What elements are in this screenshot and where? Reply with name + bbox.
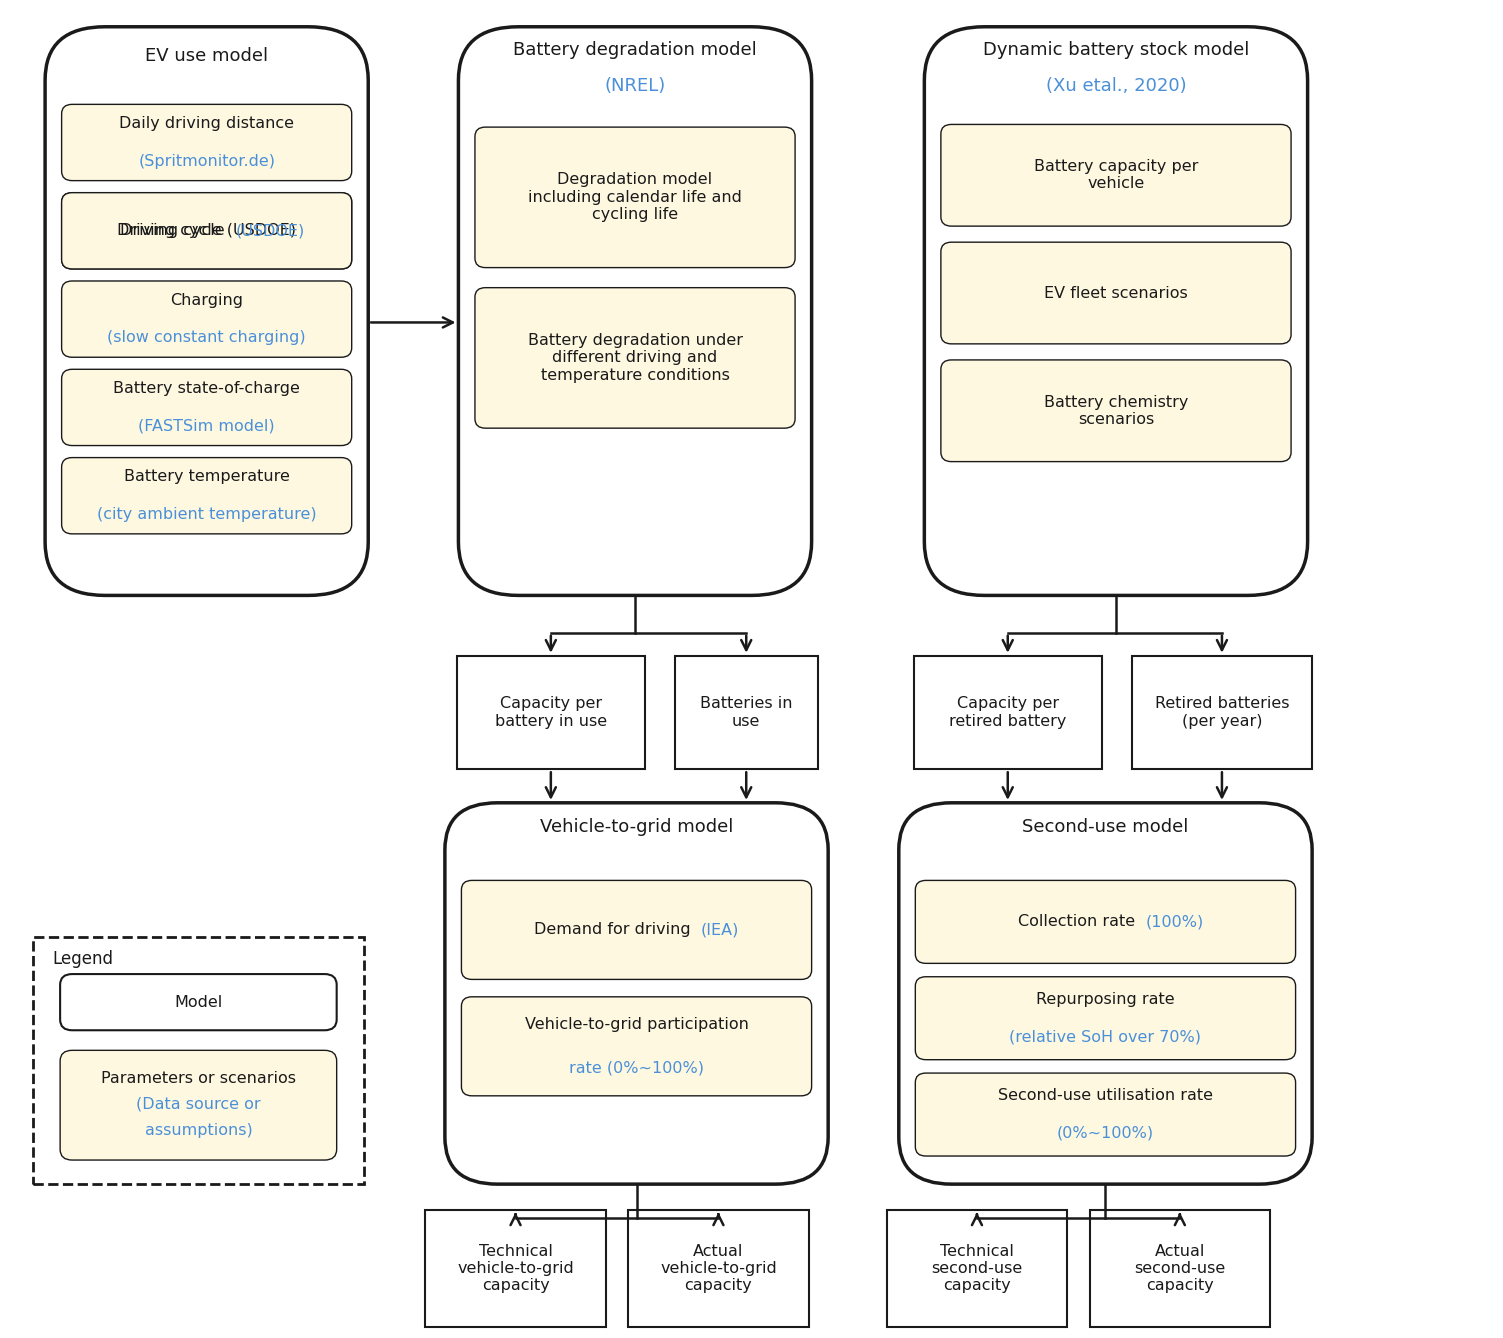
FancyBboxPatch shape (914, 656, 1102, 769)
Text: (Xu etal., 2020): (Xu etal., 2020) (1046, 76, 1186, 95)
Text: (Spritmonitor.de): (Spritmonitor.de) (138, 154, 275, 169)
Text: (city ambient temperature): (city ambient temperature) (96, 507, 317, 522)
Text: Driving cycle (USDOE): Driving cycle (USDOE) (117, 223, 296, 238)
Text: Actual
vehicle-to-grid
capacity: Actual vehicle-to-grid capacity (660, 1243, 777, 1294)
Text: Capacity per
retired battery: Capacity per retired battery (948, 696, 1067, 729)
FancyBboxPatch shape (33, 937, 364, 1184)
Text: Model: Model (174, 994, 222, 1010)
FancyBboxPatch shape (941, 360, 1291, 462)
Text: (FASTSim model): (FASTSim model) (138, 419, 275, 434)
FancyBboxPatch shape (60, 1050, 337, 1160)
Text: Legend: Legend (53, 950, 114, 967)
FancyBboxPatch shape (461, 880, 812, 979)
Text: Batteries in
use: Batteries in use (700, 696, 792, 729)
FancyBboxPatch shape (941, 242, 1291, 344)
FancyBboxPatch shape (62, 458, 352, 534)
FancyBboxPatch shape (1132, 656, 1312, 769)
Text: Capacity per
battery in use: Capacity per battery in use (494, 696, 607, 729)
Text: Degradation model
including calendar life and
cycling life: Degradation model including calendar lif… (528, 173, 742, 222)
FancyBboxPatch shape (1090, 1210, 1270, 1327)
FancyBboxPatch shape (941, 124, 1291, 226)
FancyBboxPatch shape (475, 127, 795, 268)
Text: Collection rate: Collection rate (1018, 914, 1141, 930)
Text: Vehicle-to-grid model: Vehicle-to-grid model (540, 818, 733, 836)
Text: (IEA): (IEA) (700, 922, 738, 938)
Text: EV fleet scenarios: EV fleet scenarios (1045, 285, 1187, 301)
Text: (relative SoH over 70%): (relative SoH over 70%) (1010, 1029, 1201, 1045)
Text: Technical
vehicle-to-grid
capacity: Technical vehicle-to-grid capacity (457, 1243, 574, 1294)
Text: Driving cycle (USDOE): Driving cycle (USDOE) (117, 223, 296, 238)
Text: (Data source or: (Data source or (137, 1096, 260, 1112)
Text: Battery temperature: Battery temperature (123, 470, 290, 484)
FancyBboxPatch shape (62, 193, 352, 269)
Text: (NREL): (NREL) (604, 76, 666, 95)
Text: (slow constant charging): (slow constant charging) (107, 330, 307, 345)
Text: assumptions): assumptions) (144, 1123, 253, 1139)
FancyBboxPatch shape (445, 803, 828, 1184)
Text: Driving cycle: Driving cycle (120, 223, 230, 238)
Text: Battery capacity per
vehicle: Battery capacity per vehicle (1034, 159, 1198, 191)
Text: Retired batteries
(per year): Retired batteries (per year) (1154, 696, 1290, 729)
FancyBboxPatch shape (457, 656, 645, 769)
Text: Battery degradation model: Battery degradation model (513, 40, 758, 59)
Text: rate (0%~100%): rate (0%~100%) (570, 1060, 703, 1076)
Text: Battery chemistry
scenarios: Battery chemistry scenarios (1043, 395, 1189, 427)
Text: Parameters or scenarios: Parameters or scenarios (101, 1070, 296, 1086)
FancyBboxPatch shape (62, 369, 352, 446)
Text: Daily driving distance: Daily driving distance (119, 116, 295, 131)
FancyBboxPatch shape (675, 656, 818, 769)
FancyBboxPatch shape (924, 27, 1308, 595)
Text: Technical
second-use
capacity: Technical second-use capacity (932, 1243, 1022, 1294)
FancyBboxPatch shape (915, 1073, 1296, 1156)
FancyBboxPatch shape (62, 104, 352, 181)
Text: (100%): (100%) (1147, 914, 1204, 930)
Text: Repurposing rate: Repurposing rate (1036, 991, 1175, 1008)
FancyBboxPatch shape (915, 977, 1296, 1060)
Text: Second-use model: Second-use model (1022, 818, 1189, 836)
Text: (0%~100%): (0%~100%) (1057, 1125, 1154, 1141)
FancyBboxPatch shape (45, 27, 368, 595)
Text: Charging: Charging (170, 293, 243, 308)
Text: Demand for driving: Demand for driving (534, 922, 696, 938)
FancyBboxPatch shape (899, 803, 1312, 1184)
FancyBboxPatch shape (475, 288, 795, 428)
Text: Battery state-of-charge: Battery state-of-charge (113, 381, 301, 396)
FancyBboxPatch shape (461, 997, 812, 1096)
Text: Dynamic battery stock model: Dynamic battery stock model (983, 40, 1249, 59)
Text: EV use model: EV use model (146, 47, 268, 66)
Text: Actual
second-use
capacity: Actual second-use capacity (1135, 1243, 1225, 1294)
Text: Vehicle-to-grid participation: Vehicle-to-grid participation (525, 1017, 748, 1033)
FancyBboxPatch shape (62, 281, 352, 357)
FancyBboxPatch shape (62, 193, 352, 269)
Text: Battery degradation under
different driving and
temperature conditions: Battery degradation under different driv… (528, 333, 742, 383)
FancyBboxPatch shape (915, 880, 1296, 963)
Text: (USDOE): (USDOE) (234, 223, 305, 238)
Text: Second-use utilisation rate: Second-use utilisation rate (998, 1088, 1213, 1104)
FancyBboxPatch shape (458, 27, 812, 595)
FancyBboxPatch shape (425, 1210, 606, 1327)
FancyBboxPatch shape (60, 974, 337, 1030)
FancyBboxPatch shape (887, 1210, 1067, 1327)
FancyBboxPatch shape (628, 1210, 809, 1327)
